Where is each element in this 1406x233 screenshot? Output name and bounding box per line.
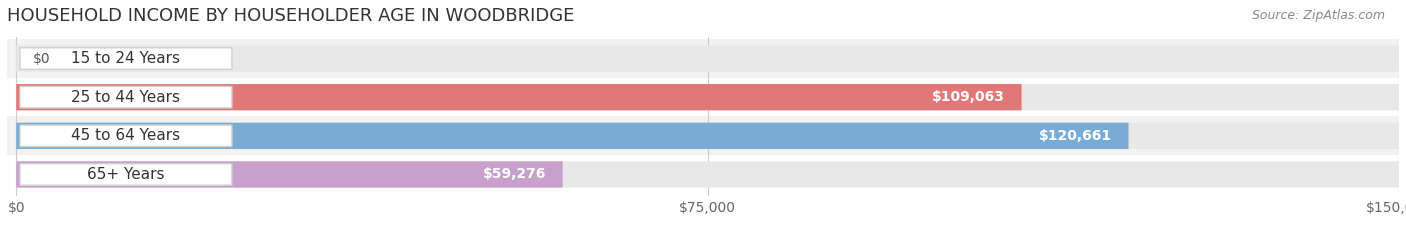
FancyBboxPatch shape [17, 123, 1129, 149]
Text: HOUSEHOLD INCOME BY HOUSEHOLDER AGE IN WOODBRIDGE: HOUSEHOLD INCOME BY HOUSEHOLDER AGE IN W… [7, 7, 575, 25]
FancyBboxPatch shape [17, 84, 1022, 110]
FancyBboxPatch shape [17, 45, 1399, 72]
FancyBboxPatch shape [17, 161, 562, 188]
Text: 65+ Years: 65+ Years [87, 167, 165, 182]
FancyBboxPatch shape [20, 125, 232, 147]
Text: $120,661: $120,661 [1039, 129, 1112, 143]
FancyBboxPatch shape [20, 86, 232, 108]
FancyBboxPatch shape [0, 155, 1406, 194]
FancyBboxPatch shape [20, 48, 232, 69]
Text: $0: $0 [32, 51, 51, 65]
FancyBboxPatch shape [0, 116, 1406, 155]
Text: 15 to 24 Years: 15 to 24 Years [72, 51, 180, 66]
FancyBboxPatch shape [17, 161, 1399, 188]
Text: 45 to 64 Years: 45 to 64 Years [72, 128, 180, 143]
FancyBboxPatch shape [20, 164, 232, 185]
FancyBboxPatch shape [17, 123, 1399, 149]
Text: Source: ZipAtlas.com: Source: ZipAtlas.com [1251, 9, 1385, 22]
FancyBboxPatch shape [0, 78, 1406, 116]
Text: $59,276: $59,276 [482, 168, 546, 182]
FancyBboxPatch shape [0, 39, 1406, 78]
FancyBboxPatch shape [17, 84, 1399, 110]
Text: $109,063: $109,063 [932, 90, 1005, 104]
Text: 25 to 44 Years: 25 to 44 Years [72, 90, 180, 105]
